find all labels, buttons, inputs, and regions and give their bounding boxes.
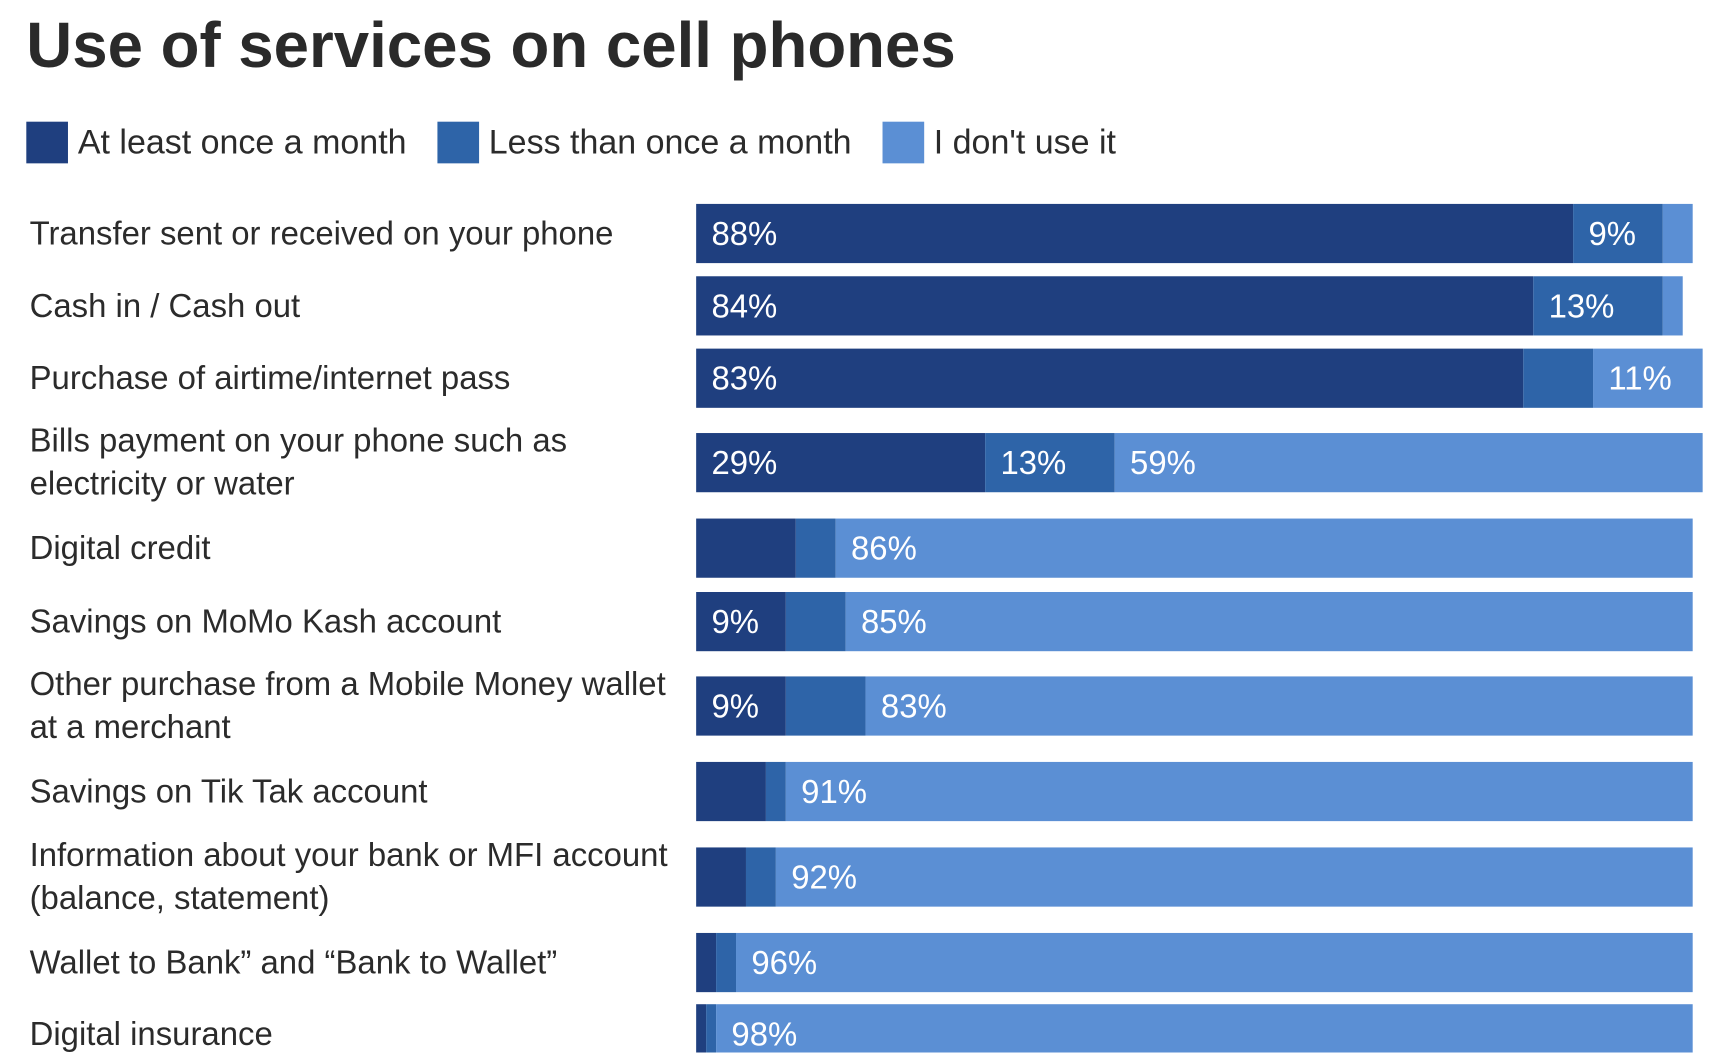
category-label: Digital credit	[29, 530, 211, 567]
value-label: 9%	[711, 688, 759, 725]
value-label: 96%	[751, 944, 817, 981]
legend-label: At least once a month	[77, 122, 407, 162]
bar-segment	[1114, 433, 1703, 493]
category-label: Transfer sent or received on your phone	[29, 215, 614, 252]
value-label: 9%	[711, 603, 759, 640]
bar-segment	[835, 518, 1693, 578]
bar-segment	[745, 847, 776, 907]
legend-swatch	[437, 121, 479, 164]
value-label: 88%	[711, 215, 777, 252]
bar-segment	[696, 348, 1524, 408]
legend-label: I don't use it	[933, 122, 1116, 162]
category-label: Cash in / Cash out	[29, 287, 301, 324]
bar-segment	[696, 203, 1574, 264]
legend-item: At least once a month	[26, 121, 407, 164]
bar-segment	[765, 761, 786, 822]
bar-segment	[785, 676, 866, 736]
bar-segment	[696, 761, 766, 822]
bar-segment	[785, 592, 846, 652]
bar-segment	[785, 761, 1693, 822]
category-label: Bills payment on your phone such as elec…	[29, 423, 568, 503]
legend-swatch	[26, 121, 68, 164]
value-label: 91%	[801, 773, 867, 810]
bar-segment	[716, 932, 737, 993]
legend-label: Less than once a month	[488, 122, 852, 162]
bar-segment	[696, 433, 986, 493]
category-label: Wallet to Bank” and “Bank to Wallet”	[29, 944, 558, 981]
value-label: 29%	[711, 444, 777, 481]
value-label: 84%	[711, 287, 777, 324]
value-label: 83%	[881, 688, 947, 725]
bar-segment	[1573, 203, 1663, 264]
value-label: 13%	[1000, 444, 1066, 481]
category-label: Purchase of airtime/internet pass	[29, 360, 511, 397]
bar-segment	[795, 518, 836, 578]
bar-segment	[696, 932, 717, 993]
legend-item: Less than once a month	[437, 121, 852, 164]
chart-title: Use of services on cell phones	[26, 9, 956, 82]
category-label: Digital insurance	[29, 1015, 273, 1052]
value-label: 85%	[861, 603, 927, 640]
category-label: Other purchase from a Mobile Money walle…	[29, 666, 666, 746]
bar-segment	[1662, 203, 1693, 264]
value-label: 13%	[1549, 287, 1615, 324]
bar-segment	[696, 676, 786, 736]
category-label: Savings on MoMo Kash account	[29, 603, 502, 640]
bar-segment	[1523, 348, 1594, 408]
value-label: 92%	[791, 859, 857, 896]
value-label: 11%	[1608, 360, 1671, 397]
bar-segment	[696, 276, 1534, 336]
value-label: 86%	[851, 530, 917, 567]
bar-segment	[1593, 348, 1703, 408]
bar-segment	[716, 1004, 1693, 1053]
value-label: 83%	[711, 360, 777, 397]
bar-segment	[696, 592, 786, 652]
bar-segment	[865, 676, 1693, 736]
legend: At least once a month Less than once a mo…	[26, 121, 1116, 164]
bar-segment	[985, 433, 1115, 493]
legend-item: I don't use it	[882, 121, 1116, 164]
bar-segment	[1662, 276, 1683, 336]
bar-segment	[845, 592, 1693, 652]
value-label: 98%	[731, 1015, 797, 1052]
category-label: Savings on Tik Tak account	[29, 773, 428, 810]
value-label: 9%	[1588, 215, 1636, 252]
bar-segment	[775, 847, 1693, 907]
bar-segment	[696, 518, 796, 578]
bar-segment	[696, 847, 746, 907]
bar-segment	[696, 1004, 707, 1053]
bar-segment	[736, 932, 1693, 993]
category-label: Information about your bank or MFI accou…	[29, 837, 668, 917]
bar-segment	[706, 1004, 717, 1053]
value-label: 59%	[1130, 444, 1196, 481]
bar-segment	[1533, 276, 1663, 336]
legend-swatch	[882, 121, 924, 164]
